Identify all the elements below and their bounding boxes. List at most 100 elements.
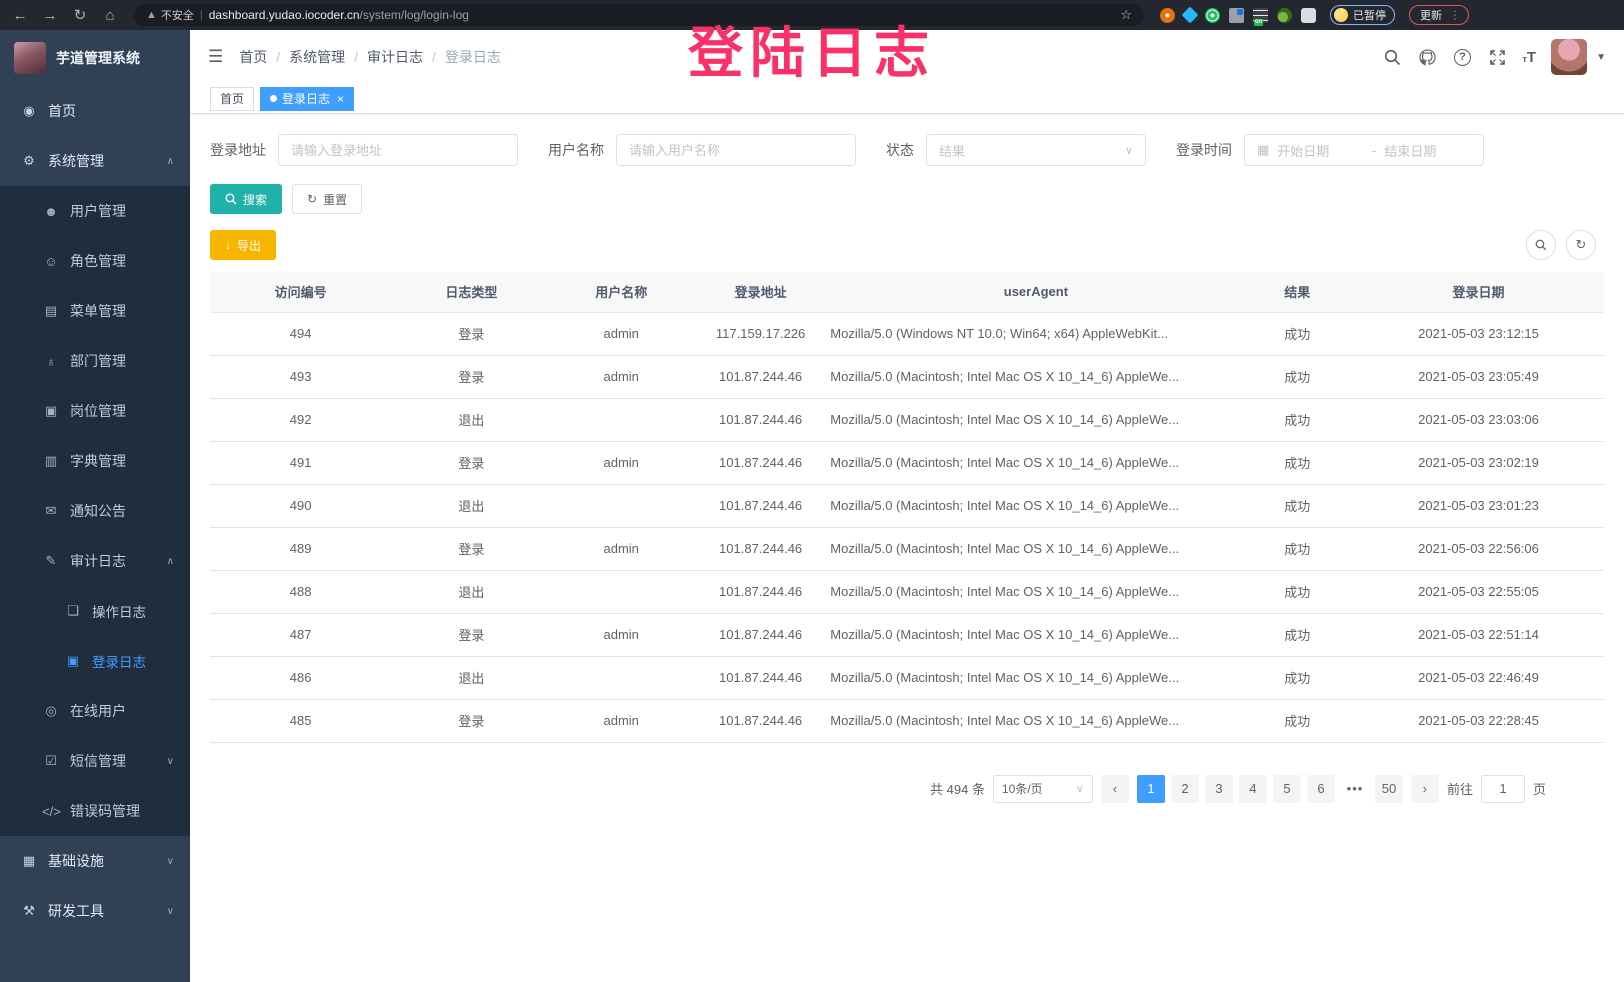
next-page-button[interactable]: › — [1410, 774, 1439, 803]
breadcrumb-system[interactable]: 系统管理 — [289, 49, 346, 65]
search-icon[interactable] — [1383, 47, 1403, 67]
menu-item-icon: </> — [42, 803, 61, 819]
close-icon[interactable]: × — [337, 91, 345, 106]
sidebar-item-dept-mgmt[interactable]: ♁ 部门管理 — [0, 336, 190, 386]
table-row[interactable]: 491 登录 admin 101.87.244.46 Mozilla/5.0 (… — [210, 441, 1604, 485]
sidebar-item-home[interactable]: ◉ 首页 — [0, 86, 190, 136]
table-row[interactable]: 486 退出 101.87.244.46 Mozilla/5.0 (Macint… — [210, 656, 1604, 700]
extensions-puzzle-icon[interactable] — [1301, 7, 1316, 23]
sidebar-item-system[interactable]: ⚙ 系统管理 ∧ — [0, 136, 190, 186]
page-5[interactable]: 5 — [1272, 774, 1301, 803]
sidebar-item-menu-mgmt[interactable]: ▤ 菜单管理 — [0, 286, 190, 336]
sidebar-item-operation-log[interactable]: ❏ 操作日志 — [0, 586, 190, 636]
ext-diamond-icon[interactable] — [1181, 6, 1199, 24]
forward-icon[interactable]: → — [42, 6, 58, 24]
table-row[interactable]: 492 退出 101.87.244.46 Mozilla/5.0 (Macint… — [210, 398, 1604, 442]
menu-item-label: 错误码管理 — [70, 803, 140, 819]
cell-log-id: 485 — [210, 699, 392, 743]
breadcrumb-audit-log[interactable]: 审计日志 — [367, 49, 424, 65]
sidebar-item-dev-tools[interactable]: ⚒ 研发工具 ∨ — [0, 886, 190, 936]
page-4[interactable]: 4 — [1238, 774, 1267, 803]
page-6[interactable]: 6 — [1306, 774, 1335, 803]
page-2[interactable]: 2 — [1170, 774, 1199, 803]
caret-down-icon[interactable]: ▼ — [1596, 51, 1606, 63]
cell-login-date: 2021-05-03 23:02:19 — [1353, 441, 1604, 485]
browser-menu-icon[interactable]: ⋮ — [1449, 8, 1461, 22]
goto-page-input[interactable] — [1480, 774, 1525, 803]
profile-paused-badge[interactable]: 已暂停 — [1330, 5, 1395, 25]
reset-button[interactable]: ↻ 重置 — [292, 184, 363, 214]
cell-login-date: 2021-05-03 23:03:06 — [1353, 398, 1604, 442]
help-icon[interactable]: ? — [1453, 47, 1473, 67]
sidebar-item-user-mgmt[interactable]: ☻ 用户管理 — [0, 186, 190, 236]
cell-username: admin — [551, 527, 691, 571]
search-button[interactable]: 搜索 — [210, 184, 283, 214]
sidebar-item-online-users[interactable]: ◎ 在线用户 — [0, 686, 190, 736]
cell-username — [551, 484, 691, 528]
tag-home[interactable]: 首页 — [210, 86, 255, 111]
table-row[interactable]: 488 退出 101.87.244.46 Mozilla/5.0 (Macint… — [210, 570, 1604, 614]
toggle-search-button[interactable] — [1526, 230, 1556, 260]
table-row[interactable]: 493 登录 admin 101.87.244.46 Mozilla/5.0 (… — [210, 355, 1604, 399]
ext-plant-icon[interactable] — [1277, 7, 1292, 23]
page-1[interactable]: 1 — [1136, 774, 1165, 803]
sidebar-item-error-code-mgmt[interactable]: </> 错误码管理 — [0, 786, 190, 836]
page-ellipsis[interactable]: ••• — [1346, 781, 1364, 796]
status-label: 状态 — [886, 142, 914, 158]
table-row[interactable]: 485 登录 admin 101.87.244.46 Mozilla/5.0 (… — [210, 699, 1604, 743]
menu-item-label: 字典管理 — [70, 453, 126, 469]
refresh-button[interactable]: ↻ — [1566, 230, 1596, 260]
status-placeholder: 结果 — [939, 143, 966, 159]
tag-login-log[interactable]: 登录日志 × — [260, 86, 355, 111]
ext-list-icon[interactable]: on — [1253, 7, 1268, 26]
back-icon[interactable]: ← — [12, 6, 28, 24]
sidebar-item-notice[interactable]: ✉ 通知公告 — [0, 486, 190, 536]
username-input[interactable] — [629, 142, 843, 158]
sidebar: 芋道管理系统 ◉ 首页 ⚙ 系统管理 ∧ ☻ 用户管理 — [0, 30, 190, 982]
table-row[interactable]: 489 登录 admin 101.87.244.46 Mozilla/5.0 (… — [210, 527, 1604, 571]
sidebar-item-login-log[interactable]: ▣ 登录日志 — [0, 636, 190, 686]
sidebar-item-infrastructure[interactable]: ▦ 基础设施 ∨ — [0, 836, 190, 886]
cell-log-id: 487 — [210, 613, 392, 657]
sidebar-item-role-mgmt[interactable]: ☺ 角色管理 — [0, 236, 190, 286]
app-logo-row[interactable]: 芋道管理系统 — [0, 30, 190, 86]
home-icon[interactable]: ⌂ — [105, 6, 115, 24]
bookmark-star-icon[interactable]: ☆ — [1120, 7, 1132, 22]
address-bar[interactable]: ▲ 不安全 | dashboard.yudao.iocoder.cn/system… — [134, 4, 1144, 26]
page-3[interactable]: 3 — [1204, 774, 1233, 803]
login-address-input[interactable] — [291, 142, 505, 158]
ext-grid-icon[interactable] — [1229, 7, 1244, 23]
breadcrumb-home[interactable]: 首页 — [239, 49, 268, 65]
export-button[interactable]: ↓ 导出 — [210, 230, 277, 260]
sidebar-item-post-mgmt[interactable]: ▣ 岗位管理 — [0, 386, 190, 436]
cell-result: 成功 — [1241, 613, 1354, 657]
page-size-select[interactable]: 10条/页 ∨ — [992, 774, 1093, 803]
page-50[interactable]: 50 — [1374, 774, 1403, 803]
ext-green-icon[interactable] — [1205, 7, 1220, 23]
menu-item-label: 角色管理 — [70, 253, 126, 269]
sidebar-item-dict-mgmt[interactable]: ▥ 字典管理 — [0, 436, 190, 486]
breadcrumb-separator: / — [354, 49, 359, 65]
reload-icon[interactable]: ↻ — [73, 7, 87, 24]
menu-item-label: 部门管理 — [70, 353, 126, 369]
cell-log-id: 493 — [210, 355, 392, 399]
github-icon[interactable] — [1418, 47, 1438, 67]
status-select[interactable]: 结果 ∨ — [926, 134, 1146, 166]
table-row[interactable]: 490 退出 101.87.244.46 Mozilla/5.0 (Macint… — [210, 484, 1604, 528]
browser-update-button[interactable]: 更新 ⋮ — [1409, 5, 1469, 25]
table-row[interactable]: 487 登录 admin 101.87.244.46 Mozilla/5.0 (… — [210, 613, 1604, 657]
fullscreen-icon[interactable] — [1488, 47, 1508, 67]
sidebar-item-audit-log[interactable]: ✎ 审计日志 ∧ — [0, 536, 190, 586]
date-range-picker[interactable]: ▦ 开始日期 - 结束日期 — [1244, 134, 1484, 166]
cell-login-address: 101.87.244.46 — [690, 355, 831, 399]
table-row[interactable]: 494 登录 admin 117.159.17.226 Mozilla/5.0 … — [210, 312, 1604, 356]
cell-login-date: 2021-05-03 22:46:49 — [1353, 656, 1604, 700]
security-warning[interactable]: ▲ 不安全 — [146, 9, 194, 22]
font-size-icon[interactable]: ᴛT — [1522, 48, 1537, 66]
hamburger-icon[interactable]: ☰ — [208, 47, 224, 66]
avatar[interactable] — [1551, 39, 1588, 75]
navbar: ☰ 首页 / 系统管理 / 审计日志 / 登录日志 ? — [190, 30, 1624, 84]
ext-orange-icon[interactable] — [1160, 7, 1175, 23]
prev-page-button[interactable]: ‹ — [1100, 774, 1129, 803]
sidebar-item-sms-mgmt[interactable]: ☑ 短信管理 ∨ — [0, 736, 190, 786]
